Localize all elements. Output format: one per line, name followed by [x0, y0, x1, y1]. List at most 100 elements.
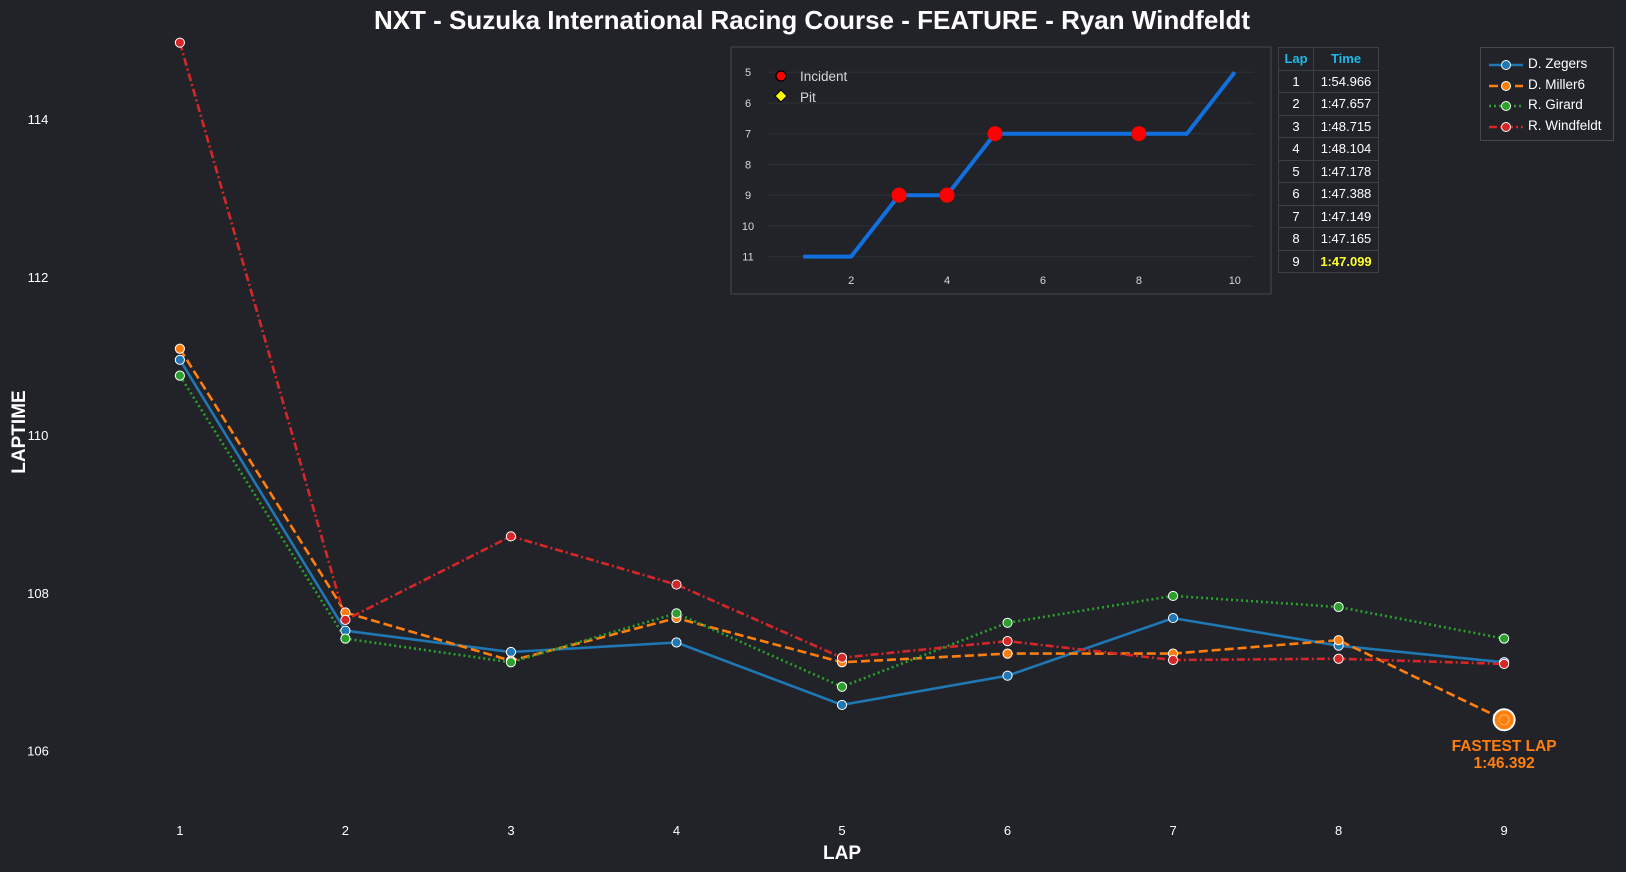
- data-point: [1167, 590, 1179, 602]
- inset-y-tick-label: 8: [745, 159, 751, 171]
- lap-table-row: 1 1:54.966: [1278, 69, 1379, 93]
- incident-legend-marker: [775, 70, 787, 82]
- data-point: [340, 633, 351, 644]
- inset-y-tick-label: 9: [745, 190, 751, 202]
- legend-swatch-girard: [1489, 101, 1523, 111]
- legend-item-miller: D. Miller6: [1481, 76, 1613, 97]
- data-point: [671, 608, 682, 619]
- data-point: [1167, 612, 1179, 624]
- lap-number-cell: 3: [1278, 114, 1314, 138]
- inset-y-tick-label: 6: [745, 98, 751, 110]
- inset-y-tick-label: 11: [742, 252, 753, 264]
- lap-time-cell: 1:48.715: [1313, 114, 1379, 138]
- inset-legend: Incident Pit: [774, 69, 848, 105]
- chart-legend: D. Zegers D. Miller6 R. Girard R. Windfe…: [1480, 47, 1614, 141]
- lap-table-row: 3 1:48.715: [1278, 114, 1379, 138]
- legend-label-windfeldt: R. Windfeldt: [1528, 117, 1602, 133]
- lap-time-cell: 1:47.178: [1313, 159, 1379, 183]
- lap-table-row: 9 1:47.099: [1278, 249, 1379, 273]
- y-axis-label: LAPTIME: [9, 390, 30, 473]
- inset-x-tick-label: 6: [1040, 275, 1046, 287]
- incident-marker: [891, 187, 907, 203]
- pit-legend-label: Pit: [800, 90, 816, 105]
- data-point: [1333, 653, 1344, 664]
- data-point: [1499, 633, 1510, 644]
- legend-item-zegers: D. Zegers: [1481, 55, 1613, 76]
- inset-y-tick-label: 10: [742, 221, 754, 233]
- data-point: [1002, 617, 1013, 628]
- inset-y-tick-label: 7: [745, 129, 751, 141]
- x-tick-label: 2: [342, 823, 349, 838]
- lap-time-cell: 1:47.165: [1313, 227, 1379, 251]
- data-point: [174, 354, 185, 365]
- data-point: [1499, 658, 1510, 670]
- legend-label-miller: D. Miller6: [1528, 76, 1586, 92]
- time-column-header: Time: [1313, 47, 1379, 71]
- lap-time-cell: 1:47.657: [1313, 92, 1379, 116]
- data-point: [174, 343, 185, 354]
- inset-x-tick-label: 8: [1136, 275, 1142, 287]
- lap-number-cell: 9: [1278, 249, 1314, 273]
- y-tick-label: 110: [28, 428, 49, 443]
- y-tick-label: 106: [27, 744, 49, 759]
- lap-time-cell: 1:48.104: [1313, 137, 1379, 161]
- data-point: [340, 614, 351, 625]
- data-point: [1002, 636, 1013, 647]
- legend-label-zegers: D. Zegers: [1528, 56, 1588, 71]
- data-point: [671, 637, 682, 648]
- data-point: [836, 699, 848, 711]
- incident-marker: [987, 126, 1003, 142]
- legend-item-girard: R. Girard: [1481, 96, 1613, 117]
- x-tick-label: 9: [1501, 823, 1508, 838]
- lap-time-cell: 1:54.966: [1313, 69, 1379, 93]
- lap-table-row: 6 1:47.388: [1278, 182, 1379, 206]
- data-point: [174, 370, 185, 381]
- legend-item-windfeldt: R. Windfeldt: [1481, 117, 1613, 138]
- data-point: [174, 37, 185, 48]
- fastest-lap-label: FASTEST LAP: [1452, 738, 1557, 755]
- lap-number-cell: 6: [1278, 182, 1314, 206]
- inset-frame: [730, 46, 1272, 295]
- incident-marker: [1131, 126, 1147, 142]
- data-point: [836, 652, 848, 663]
- data-point: [836, 681, 848, 692]
- lap-number-cell: 8: [1278, 227, 1314, 251]
- lap-table-header-row: Lap Time: [1278, 47, 1379, 71]
- lap-time-cell: 1:47.388: [1313, 182, 1379, 206]
- data-point: [1002, 648, 1013, 659]
- chart-title: NXT - Suzuka International Racing Course…: [374, 5, 1250, 35]
- inset-x-tick-label: 4: [944, 275, 950, 287]
- y-tick-label: 114: [28, 112, 49, 127]
- lap-number-cell: 7: [1278, 204, 1314, 228]
- inset-x-tick-label: 10: [1229, 275, 1241, 287]
- x-axis-label: LAP: [823, 843, 861, 864]
- x-tick-label: 3: [507, 823, 514, 838]
- lap-number-cell: 5: [1278, 159, 1314, 183]
- x-tick-label: 8: [1335, 823, 1342, 838]
- lap-table-row: 5 1:47.178: [1278, 159, 1379, 183]
- lap-time-cell: 1:47.099: [1313, 249, 1379, 273]
- x-tick-label: 5: [838, 823, 845, 838]
- data-point: [505, 531, 517, 542]
- y-tick-label: 112: [28, 270, 49, 285]
- y-tick-label: 108: [27, 586, 49, 601]
- data-point: [505, 657, 517, 668]
- x-tick-label: 7: [1169, 823, 1176, 838]
- lap-table-row: 2 1:47.657: [1278, 92, 1379, 116]
- inset-x-tick-label: 2: [848, 275, 854, 287]
- position-line: [803, 70, 1237, 259]
- data-point: [671, 579, 682, 590]
- fastest-lap-value: 1:46.392: [1474, 755, 1535, 772]
- data-point: [1167, 654, 1179, 666]
- lap-table-row: 4 1:48.104: [1278, 137, 1379, 161]
- lap-times-table: Lap Time 1 1:54.966 2 1:47.657 3 1:48.715 4 1:4…: [1278, 47, 1379, 273]
- data-point: [1333, 635, 1344, 646]
- lap-time-cell: 1:47.149: [1313, 204, 1379, 228]
- data-point: [1002, 670, 1013, 681]
- x-tick-label: 6: [1004, 823, 1011, 838]
- lap-column-header: Lap: [1278, 47, 1314, 71]
- lap-table-row: 8 1:47.165: [1278, 227, 1379, 251]
